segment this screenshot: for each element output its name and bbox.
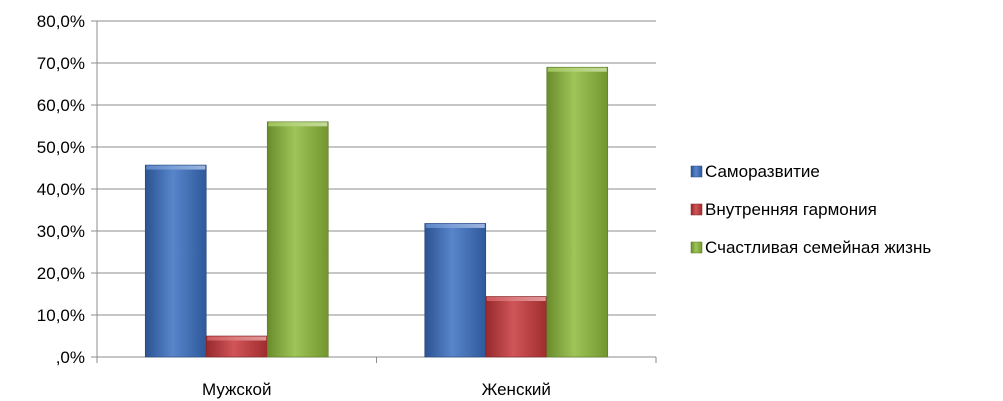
y-tick-label: 10,0%	[37, 306, 85, 325]
y-tick-label: 80,0%	[37, 12, 85, 31]
y-tick-label: 50,0%	[37, 138, 85, 157]
bar	[144, 164, 207, 358]
y-tick-label: 30,0%	[37, 222, 85, 241]
y-tick-label: 20,0%	[37, 264, 85, 283]
legend-swatch	[690, 203, 703, 216]
x-tick-label: Женский	[482, 380, 551, 399]
y-tick-label: 60,0%	[37, 96, 85, 115]
bar	[266, 121, 329, 358]
legend-entry: Счастливая семейная жизнь	[690, 238, 931, 257]
legend: Саморазвитие Внутренняя гармония Счастлива…	[690, 162, 931, 257]
axis-labels: ,0% 10,0% 20,0% 30,0% 40,0% 50,0% 60,0% 70,0% 80…	[37, 12, 551, 399]
legend-entry: Внутренняя гармония	[690, 200, 877, 219]
y-tick-label: 70,0%	[37, 54, 85, 73]
legend-label: Внутренняя гармония	[705, 200, 877, 219]
legend-label: Саморазвитие	[705, 162, 820, 181]
bars	[144, 66, 609, 358]
legend-entry: Саморазвитие	[690, 162, 820, 181]
bar	[485, 296, 548, 358]
legend-swatch	[690, 165, 703, 178]
bar	[546, 66, 609, 358]
legend-label: Счастливая семейная жизнь	[705, 238, 931, 257]
y-tick-label: 40,0%	[37, 180, 85, 199]
x-tick-label: Мужской	[202, 380, 272, 399]
y-tick-label: ,0%	[56, 348, 85, 367]
bar	[205, 335, 268, 358]
legend-swatch	[690, 241, 703, 254]
bar	[424, 223, 487, 358]
